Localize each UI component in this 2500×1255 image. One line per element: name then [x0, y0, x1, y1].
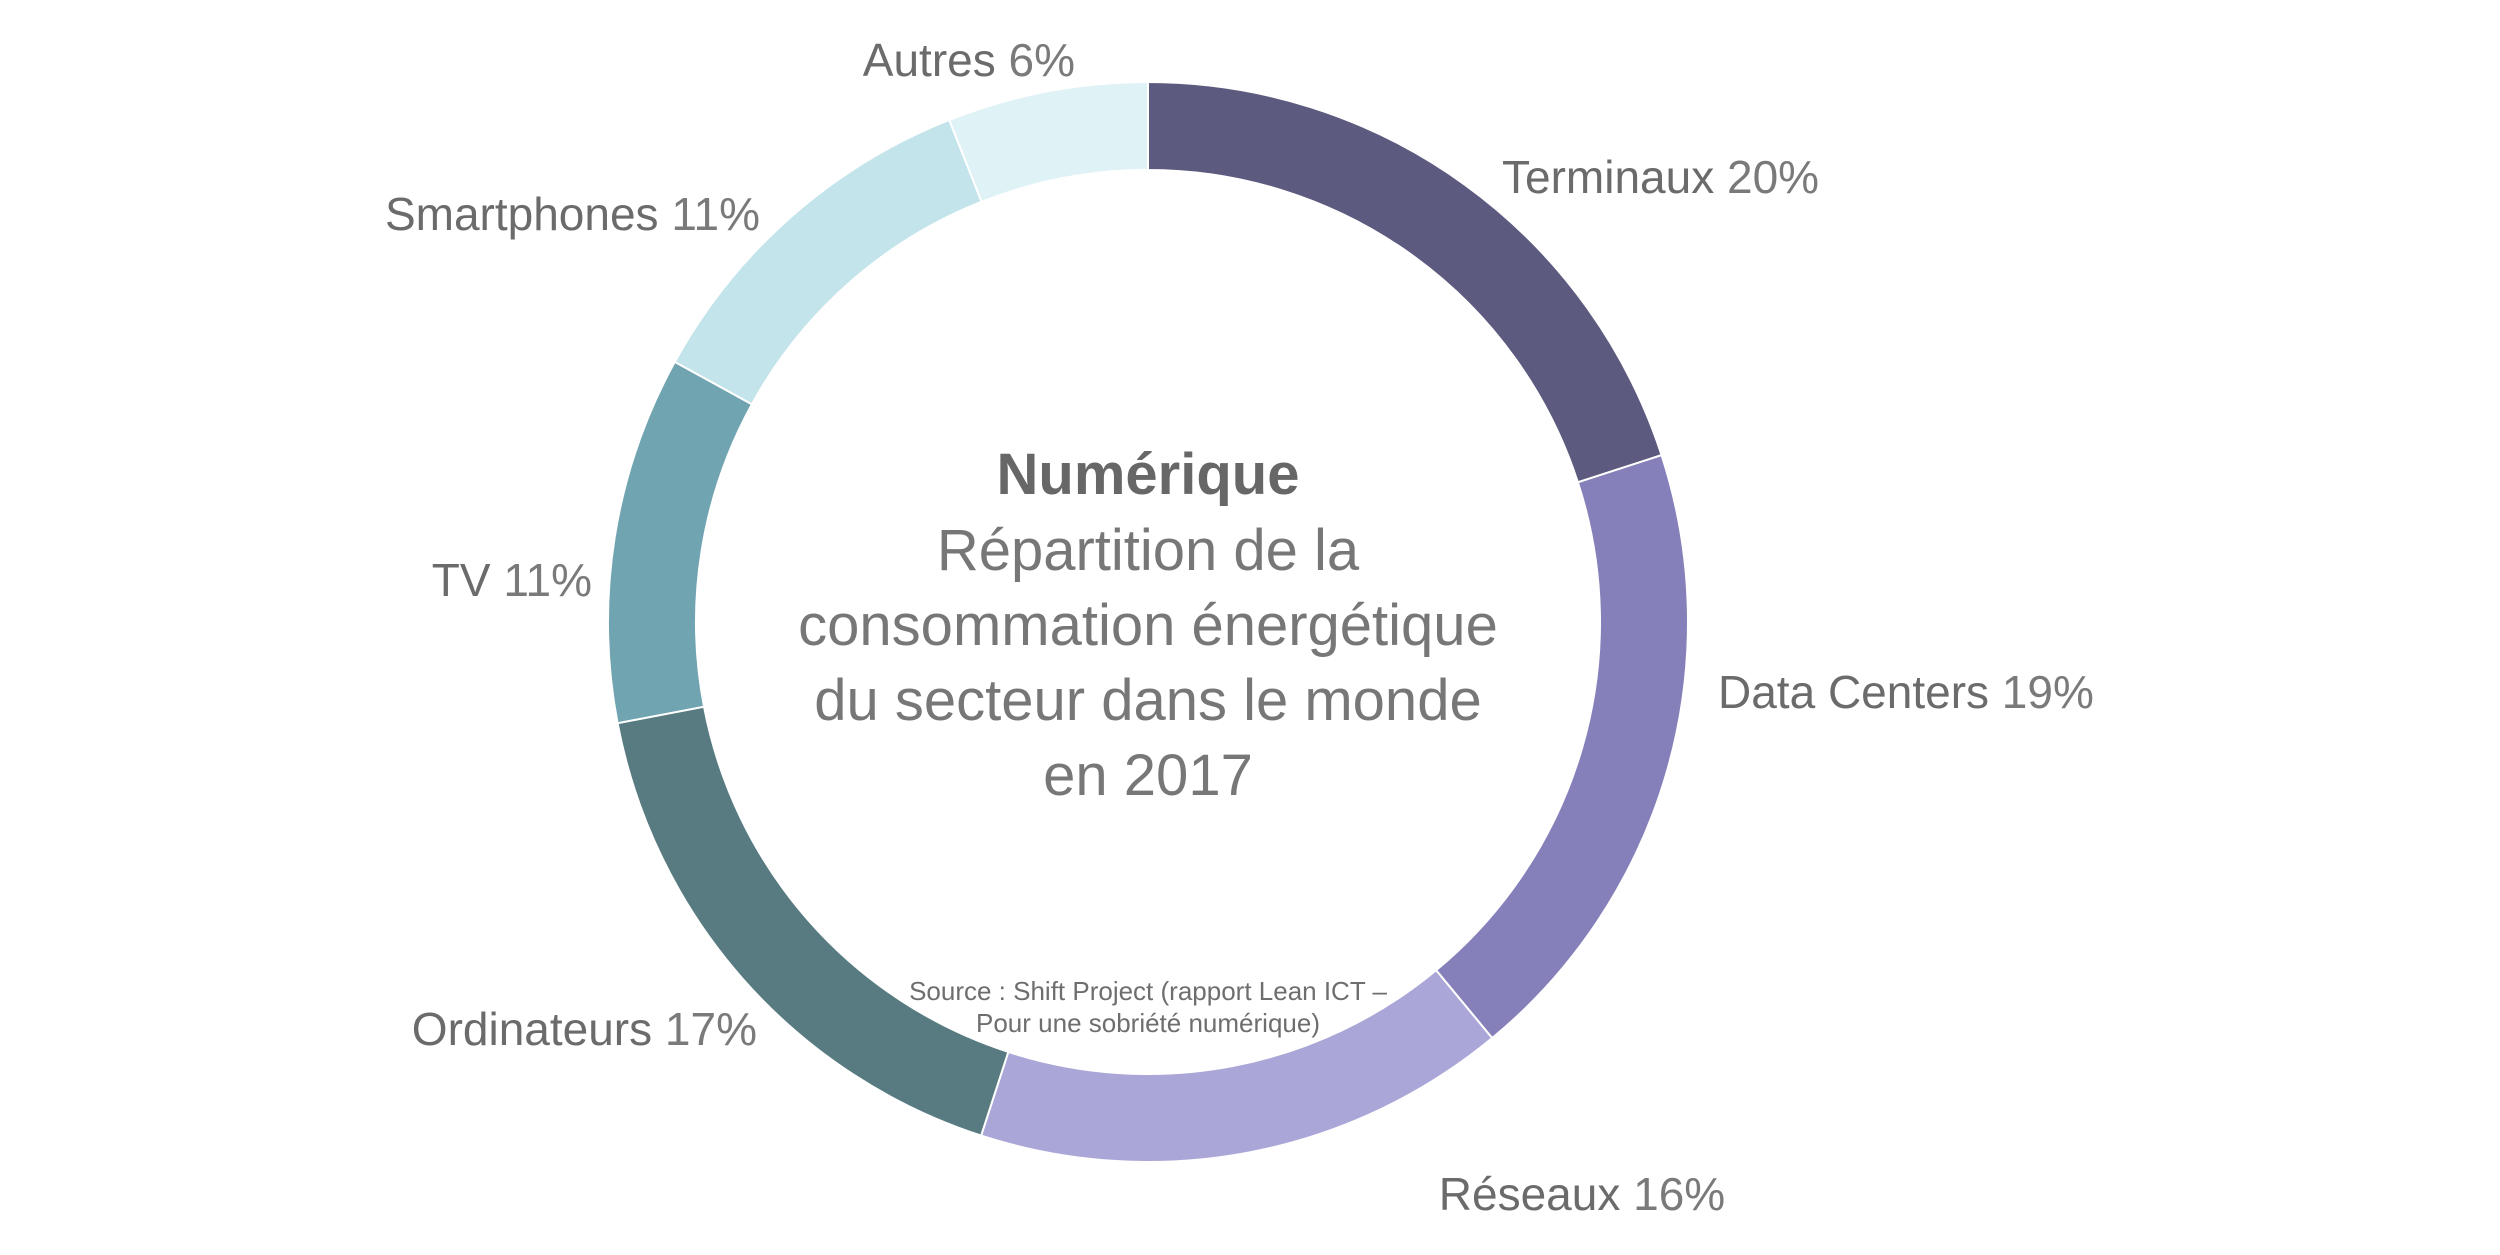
- slice-label: Terminaux 20%: [1502, 151, 1819, 203]
- slice-label-name: Smartphones: [385, 188, 659, 240]
- subtitle-line-2: consommation énergétique: [798, 593, 1498, 658]
- slice-label-name: Ordinateurs: [412, 1003, 652, 1055]
- subtitle-line-3: du secteur dans le monde: [814, 668, 1481, 733]
- slice-label-value: 11%: [491, 554, 592, 606]
- slice-smartphones: [673, 118, 983, 406]
- slice-label: Ordinateurs 17%: [412, 1003, 757, 1055]
- donut-segments: [607, 80, 1689, 1163]
- slice-label-name: Data Centers: [1718, 666, 1989, 718]
- slice-label-value: 16%: [1620, 1168, 1725, 1220]
- slice-label-value: 19%: [1989, 666, 2094, 718]
- slice-autres: [947, 80, 1149, 204]
- segment-labels: Terminaux 20% Data Centers 19% Réseaux 16%…: [385, 34, 2094, 1220]
- slice-ordinateurs: [616, 705, 1010, 1137]
- slice-data-centers: [1434, 453, 1689, 1040]
- slice-label: Autres 6%: [863, 34, 1075, 86]
- slice-label-value: 17%: [652, 1003, 757, 1055]
- slice-terminaux: [1147, 80, 1663, 484]
- source-line-1: Source : Shift Project (rapport Lean ICT…: [909, 976, 1387, 1006]
- slice-label: Smartphones 11%: [385, 188, 760, 240]
- slice-label-value: 20%: [1714, 151, 1819, 203]
- slice-label-name: Terminaux: [1502, 151, 1714, 203]
- slice-label-value: 6%: [996, 34, 1075, 86]
- source-line-2: Pour une sobriété numérique): [976, 1008, 1320, 1038]
- chart-title: Numérique: [997, 442, 1300, 507]
- slice-label-name: TV: [432, 554, 491, 606]
- slice-label-name: Autres: [863, 34, 996, 86]
- subtitle-line-1: Répartition de la: [937, 518, 1360, 583]
- slice-label-value: 11%: [659, 188, 760, 240]
- slice-label: TV 11%: [432, 554, 592, 606]
- slice-tv: [607, 360, 754, 725]
- slice-label: Réseaux 16%: [1439, 1168, 1725, 1220]
- slice-label-name: Réseaux: [1439, 1168, 1621, 1220]
- subtitle-line-4: en 2017: [1043, 743, 1253, 808]
- slice-label: Data Centers 19%: [1718, 666, 2094, 718]
